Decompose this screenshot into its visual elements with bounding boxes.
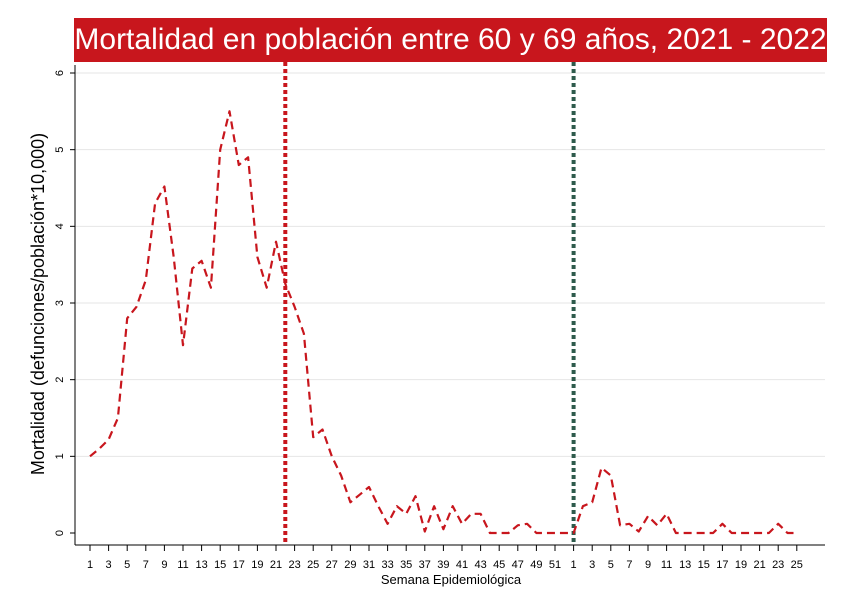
x-axis-label: Semana Epidemiológica xyxy=(381,572,522,587)
x-tick-label: 35 xyxy=(400,559,412,571)
x-tick-label: 13 xyxy=(679,559,691,571)
y-tick-label: 4 xyxy=(54,223,66,229)
x-tick-label: 25 xyxy=(791,559,803,571)
x-tick-label: 21 xyxy=(753,559,765,571)
x-tick-label: 5 xyxy=(608,559,614,571)
y-tick-label: 1 xyxy=(54,453,66,459)
chart-title: Mortalidad en población entre 60 y 69 añ… xyxy=(74,18,827,62)
x-tick-label: 27 xyxy=(326,559,338,571)
x-tick-label: 23 xyxy=(772,559,784,571)
y-tick-label: 2 xyxy=(54,377,66,383)
axes xyxy=(74,65,825,546)
x-tick-label: 43 xyxy=(474,559,486,571)
x-tick-label: 5 xyxy=(124,559,130,571)
x-tick-label: 33 xyxy=(381,559,393,571)
x-tick-label: 29 xyxy=(344,559,356,571)
y-tick-label: 0 xyxy=(54,530,66,536)
x-tick-labels: 1 3 5 7 9 11 13 15 17 19 21 23 25 27 29 31 33 35 37 39 41 43 4… xyxy=(87,545,803,571)
gridlines xyxy=(75,72,825,457)
x-tick-label: 7 xyxy=(143,559,149,571)
x-tick-label: 39 xyxy=(437,559,449,571)
x-tick-label: 45 xyxy=(493,559,505,571)
x-tick-label: 49 xyxy=(530,559,542,571)
x-tick-label: 9 xyxy=(161,559,167,571)
x-tick-label: 11 xyxy=(661,559,672,571)
x-tick-label: 15 xyxy=(698,559,710,571)
y-axis-label: Mortalidad (defunciones/población*10,000… xyxy=(28,133,48,475)
x-tick-label: 21 xyxy=(270,559,282,571)
reference-lines xyxy=(283,62,576,545)
x-tick-label: 19 xyxy=(735,559,747,571)
x-tick-label: 17 xyxy=(716,559,728,571)
x-tick-label: 9 xyxy=(645,559,651,571)
series-line-1 xyxy=(89,110,797,535)
y-tick-label: 5 xyxy=(54,147,66,153)
x-tick-label: 17 xyxy=(233,559,245,571)
x-tick-label: 7 xyxy=(626,559,632,571)
y-tick-labels: 0 1 2 3 4 5 6 xyxy=(54,70,75,536)
x-tick-label: 13 xyxy=(195,559,207,571)
series-group xyxy=(89,110,797,535)
x-tick-label: 3 xyxy=(589,559,595,571)
x-tick-label: 25 xyxy=(307,559,319,571)
x-tick-label: 3 xyxy=(106,559,112,571)
x-tick-label: 15 xyxy=(214,559,226,571)
y-tick-label: 3 xyxy=(54,300,66,306)
x-tick-label: 19 xyxy=(251,559,263,571)
x-tick-label: 1 xyxy=(87,559,93,571)
x-tick-label: 37 xyxy=(419,559,431,571)
y-tick-label: 6 xyxy=(54,70,66,76)
x-tick-label: 41 xyxy=(456,559,468,571)
x-tick-label: 23 xyxy=(288,559,300,571)
x-tick-label: 1 xyxy=(571,559,577,571)
x-tick-label: 51 xyxy=(549,559,561,571)
x-tick-label: 31 xyxy=(363,559,375,571)
x-tick-label: 11 xyxy=(177,559,188,571)
x-tick-label: 47 xyxy=(512,559,524,571)
